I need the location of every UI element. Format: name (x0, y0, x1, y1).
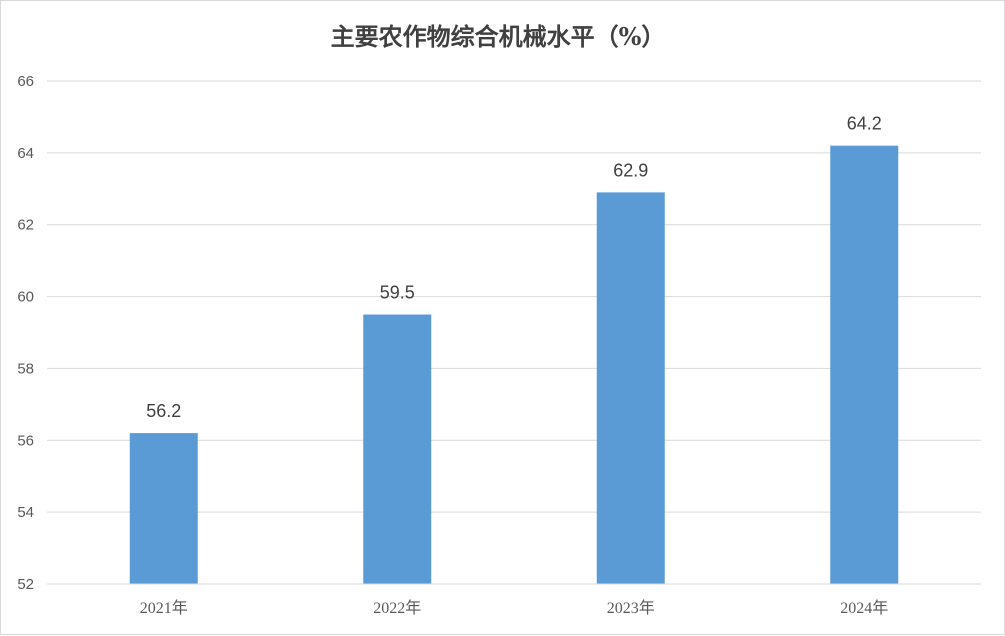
chart-title: 主要农作物综合机械水平（%） (331, 22, 666, 51)
y-tick-label: 60 (17, 289, 34, 306)
bar (596, 192, 665, 584)
x-tick-label: 2022年 (373, 599, 421, 617)
gridlines (47, 80, 981, 513)
data-label: 59.5 (380, 283, 415, 303)
y-tick-label: 64 (17, 145, 34, 162)
x-tick-label: 2024年 (840, 599, 888, 617)
y-tick-label: 58 (17, 360, 34, 377)
data-label: 56.2 (146, 401, 181, 421)
bar (129, 433, 198, 584)
y-tick-label: 52 (17, 576, 34, 593)
y-axis-ticks: 52 54 56 58 60 62 64 66 (17, 73, 34, 593)
y-tick-label: 56 (17, 432, 34, 449)
bars (129, 145, 899, 584)
data-label: 64.2 (847, 114, 882, 134)
y-tick-label: 54 (17, 504, 34, 521)
data-labels: 56.2 59.5 62.9 64.2 (146, 114, 882, 421)
y-tick-label: 62 (17, 217, 34, 234)
bar (830, 145, 899, 584)
x-tick-label: 2021年 (140, 599, 188, 617)
y-tick-label: 66 (17, 73, 34, 90)
data-label: 62.9 (613, 160, 648, 180)
bar (363, 314, 432, 584)
x-tick-label: 2023年 (607, 599, 655, 617)
x-axis-ticks: 2021年 2022年 2023年 2024年 (140, 599, 889, 617)
